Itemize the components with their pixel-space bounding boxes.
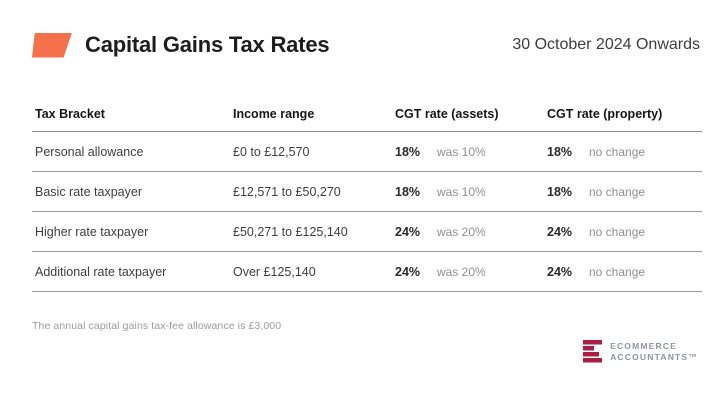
cgt-property-cell: 18% no change bbox=[544, 145, 702, 159]
cgt-assets-cell: 18% was 10% bbox=[392, 145, 544, 159]
col-header-cgt-assets: CGT rate (assets) bbox=[395, 106, 499, 121]
property-rate: 18% bbox=[547, 144, 573, 159]
assets-prev-note: was 20% bbox=[437, 224, 486, 239]
property-rate: 18% bbox=[547, 184, 573, 199]
cgt-property-cell: 18% no change bbox=[544, 185, 702, 199]
cgt-assets-cell: 24% was 20% bbox=[392, 225, 544, 239]
allowance-footnote: The annual capital gains tax-fee allowan… bbox=[32, 320, 282, 332]
income-range-cell: £0 to £12,570 bbox=[233, 144, 310, 159]
title-group: Capital Gains Tax Rates bbox=[32, 32, 330, 58]
cgt-property-cell: 24% no change bbox=[544, 265, 702, 279]
tax-bracket-cell: Personal allowance bbox=[35, 144, 144, 159]
col-header-income-range: Income range bbox=[233, 106, 315, 121]
cgt-assets-cell: 18% was 10% bbox=[392, 185, 544, 199]
brand-accent-icon bbox=[32, 32, 72, 58]
table-row: Basic rate taxpayer £12,571 to £50,270 1… bbox=[32, 172, 702, 212]
col-header-cgt-property: CGT rate (property) bbox=[547, 106, 663, 121]
assets-rate: 18% bbox=[395, 184, 421, 199]
assets-rate: 24% bbox=[395, 264, 421, 279]
tax-rates-table: Tax Bracket Income range CGT rate (asset… bbox=[32, 96, 702, 292]
brand-wordmark: ECOMMERCE ACCOUNTANTS™ bbox=[610, 342, 698, 361]
assets-prev-note: was 10% bbox=[437, 184, 486, 199]
assets-prev-note: was 10% bbox=[437, 144, 486, 159]
ecommerce-accountants-e-icon bbox=[583, 340, 603, 363]
col-header-tax-bracket: Tax Bracket bbox=[35, 106, 105, 121]
table-row: Personal allowance £0 to £12,570 18% was … bbox=[32, 132, 702, 172]
page-title: Capital Gains Tax Rates bbox=[85, 32, 330, 57]
property-prev-note: no change bbox=[589, 184, 646, 199]
income-range-cell: £12,571 to £50,270 bbox=[233, 184, 341, 199]
tax-bracket-cell: Basic rate taxpayer bbox=[35, 184, 142, 199]
table-header-row: Tax Bracket Income range CGT rate (asset… bbox=[32, 96, 702, 132]
table-row: Higher rate taxpayer £50,271 to £125,140… bbox=[32, 212, 702, 252]
property-rate: 24% bbox=[547, 264, 573, 279]
tax-bracket-cell: Higher rate taxpayer bbox=[35, 224, 149, 239]
income-range-cell: £50,271 to £125,140 bbox=[233, 224, 348, 239]
header: Capital Gains Tax Rates 30 October 2024 … bbox=[32, 32, 700, 58]
tax-bracket-cell: Additional rate taxpayer bbox=[35, 264, 167, 279]
brand-logo: ECOMMERCE ACCOUNTANTS™ bbox=[583, 340, 698, 363]
brand-line-1: ECOMMERCE bbox=[610, 341, 678, 351]
assets-rate: 18% bbox=[395, 144, 421, 159]
assets-prev-note: was 20% bbox=[437, 264, 486, 279]
income-range-cell: Over £125,140 bbox=[233, 264, 316, 279]
cgt-assets-cell: 24% was 20% bbox=[392, 265, 544, 279]
assets-rate: 24% bbox=[395, 224, 421, 239]
property-rate: 24% bbox=[547, 224, 573, 239]
brand-line-2: ACCOUNTANTS™ bbox=[610, 351, 698, 362]
property-prev-note: no change bbox=[589, 144, 646, 159]
table-row: Additional rate taxpayer Over £125,140 2… bbox=[32, 252, 702, 292]
property-prev-note: no change bbox=[589, 264, 646, 279]
effective-date: 30 October 2024 Onwards bbox=[512, 36, 700, 53]
property-prev-note: no change bbox=[589, 224, 646, 239]
cgt-property-cell: 24% no change bbox=[544, 225, 702, 239]
